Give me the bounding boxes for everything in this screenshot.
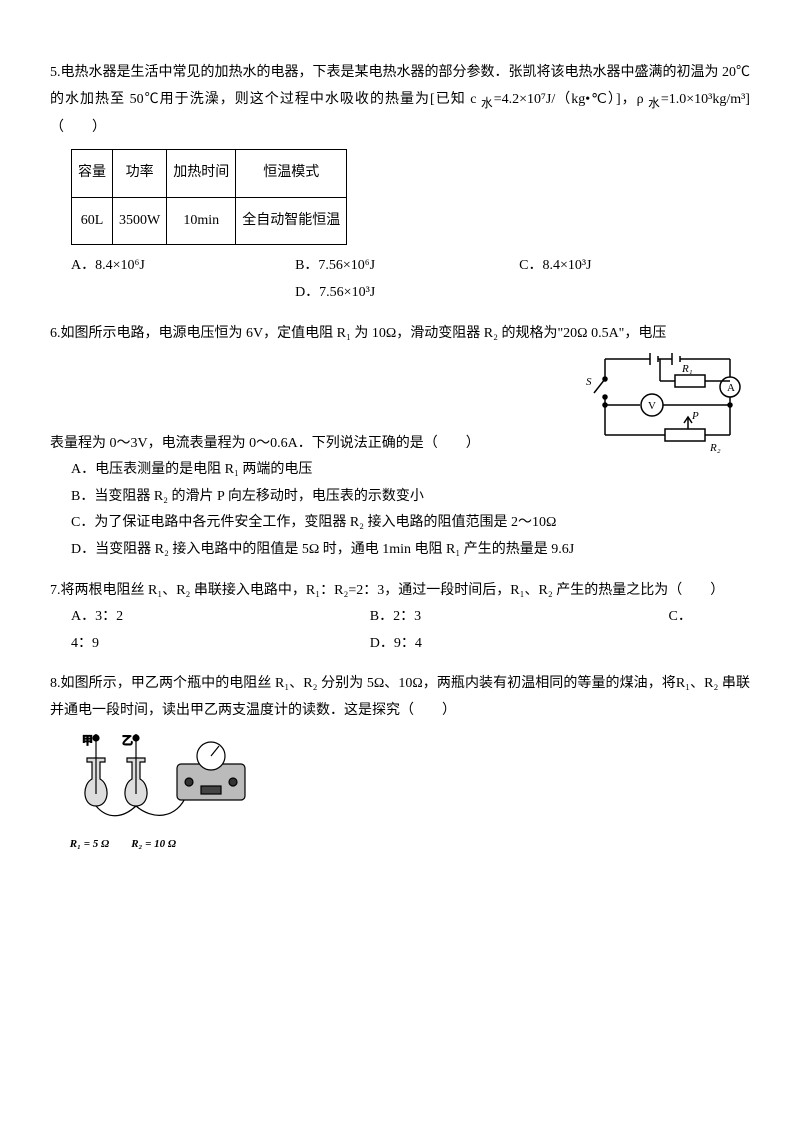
- label-v: V: [648, 400, 656, 412]
- q5-sub2: 水: [648, 96, 661, 109]
- label-p: P: [691, 410, 699, 422]
- experiment-diagram-icon: 甲 乙: [67, 724, 267, 834]
- q5-sub1: 水: [481, 96, 494, 109]
- question-8: 8.如图所示，甲乙两个瓶中的电阻丝 R₁、R₂ 分别为 5Ω、10Ω，两瓶内装有…: [50, 671, 750, 855]
- q8-labels: R₁ = 5 Ω R₂ = 10 Ω: [50, 834, 750, 855]
- q5-num: 5.: [50, 65, 61, 80]
- label-r2: R₂: [709, 442, 721, 454]
- q6-options: A．电压表测量的是电阻 R₁ 两端的电压 B．当变阻器 R₂ 的滑片 P 向左移…: [50, 457, 750, 563]
- th-time: 加热时间: [167, 150, 236, 198]
- table-row: 60L 3500W 10min 全自动智能恒温: [72, 197, 347, 245]
- th-capacity: 容量: [72, 150, 113, 198]
- th-mode: 恒温模式: [236, 150, 347, 198]
- label-r1: R₁: [681, 363, 693, 375]
- q7-options-1: A．3：2 B．2：3 C．: [50, 604, 750, 631]
- q6-opt-a: A．电压表测量的是电阻 R₁ 两端的电压: [50, 457, 750, 484]
- q8-stem: 8.如图所示，甲乙两个瓶中的电阻丝 R₁、R₂ 分别为 5Ω、10Ω，两瓶内装有…: [50, 671, 750, 724]
- q6-opt-c: C．为了保证电路中各元件安全工作，变阻器 R₂ 接入电路的阻值范围是 2～10Ω: [50, 510, 750, 537]
- q5-options: A．8.4×10⁶J B．7.56×10⁶J C．8.4×10³J: [50, 253, 750, 280]
- q6-num: 6.: [50, 326, 61, 341]
- label-s: S: [586, 376, 592, 388]
- q5-options-2: D．7.56×10³J: [50, 280, 750, 307]
- q7-num: 7.: [50, 583, 61, 598]
- q8-t: 如图所示，甲乙两个瓶中的电阻丝 R₁、R₂ 分别为 5Ω、10Ω，两瓶内装有初温…: [50, 676, 750, 718]
- label-a: A: [727, 382, 735, 394]
- q6-stem1: 6.如图所示电路，电源电压恒为 6V，定值电阻 R₁ 为 10Ω，滑动变阻器 R…: [50, 321, 750, 348]
- question-5: 5.电热水器是生活中常见的加热水的电器，下表是某电热水器的部分参数．张凯将该电热…: [50, 60, 750, 307]
- q7-opt-c: C．: [669, 604, 737, 631]
- q5-opt-c: C．8.4×10³J: [519, 253, 743, 280]
- q7-stem: 7.将两根电阻丝 R₁、R₂ 串联接入电路中，R₁：R₂=2：3，通过一段时间后…: [50, 578, 750, 605]
- question-6: 6.如图所示电路，电源电压恒为 6V，定值电阻 R₁ 为 10Ω，滑动变阻器 R…: [50, 321, 750, 564]
- th-power: 功率: [113, 150, 167, 198]
- circuit-diagram-icon: S R₁ A V P R₂: [580, 347, 750, 457]
- q5-opt-b: B．7.56×10⁶J: [295, 253, 519, 280]
- svg-text:甲: 甲: [82, 735, 93, 747]
- question-7: 7.将两根电阻丝 R₁、R₂ 串联接入电路中，R₁：R₂=2：3，通过一段时间后…: [50, 578, 750, 658]
- q5-opt-a: A．8.4×10⁶J: [71, 253, 295, 280]
- svg-text:乙: 乙: [122, 734, 133, 747]
- q5-stem: 5.电热水器是生活中常见的加热水的电器，下表是某电热水器的部分参数．张凯将该电热…: [50, 60, 750, 141]
- q6-stem2: 表量程为 0～3V，电流表量程为 0～0.6A．下列说法正确的是（ ）: [50, 431, 580, 458]
- q7-options-2: 4：9 D．9：4: [50, 631, 750, 658]
- table-row: 容量 功率 加热时间 恒温模式: [72, 150, 347, 198]
- q7-opt-c2: 4：9: [71, 631, 370, 658]
- q8-num: 8.: [50, 676, 61, 691]
- q6-opt-d: D．当变阻器 R₂ 接入电路中的阻值是 5Ω 时，通电 1min 电阻 R₁ 产…: [50, 537, 750, 564]
- q7-opt-d: D．9：4: [370, 631, 669, 658]
- q7-opt-a: A．3：2: [71, 604, 370, 631]
- q5-opt-d: D．7.56×10³J: [295, 280, 519, 307]
- q5-table: 容量 功率 加热时间 恒温模式 60L 3500W 10min 全自动智能恒温: [71, 149, 347, 245]
- q6-opt-b: B．当变阻器 R₂ 的滑片 P 向左移动时，电压表的示数变小: [50, 484, 750, 511]
- td-time: 10min: [167, 197, 236, 245]
- q5-t2: =4.2×10⁷J/（kg•℃）]，ρ: [494, 92, 648, 107]
- q6-row: 表量程为 0～3V，电流表量程为 0～0.6A．下列说法正确的是（ ）: [50, 347, 750, 457]
- td-capacity: 60L: [72, 197, 113, 245]
- q7-t: 将两根电阻丝 R₁、R₂ 串联接入电路中，R₁：R₂=2：3，通过一段时间后，R…: [61, 583, 725, 598]
- td-power: 3500W: [113, 197, 167, 245]
- q7-opt-b: B．2：3: [370, 604, 669, 631]
- td-mode: 全自动智能恒温: [236, 197, 347, 245]
- q6-t1: 如图所示电路，电源电压恒为 6V，定值电阻 R₁ 为 10Ω，滑动变阻器 R₂ …: [61, 326, 667, 341]
